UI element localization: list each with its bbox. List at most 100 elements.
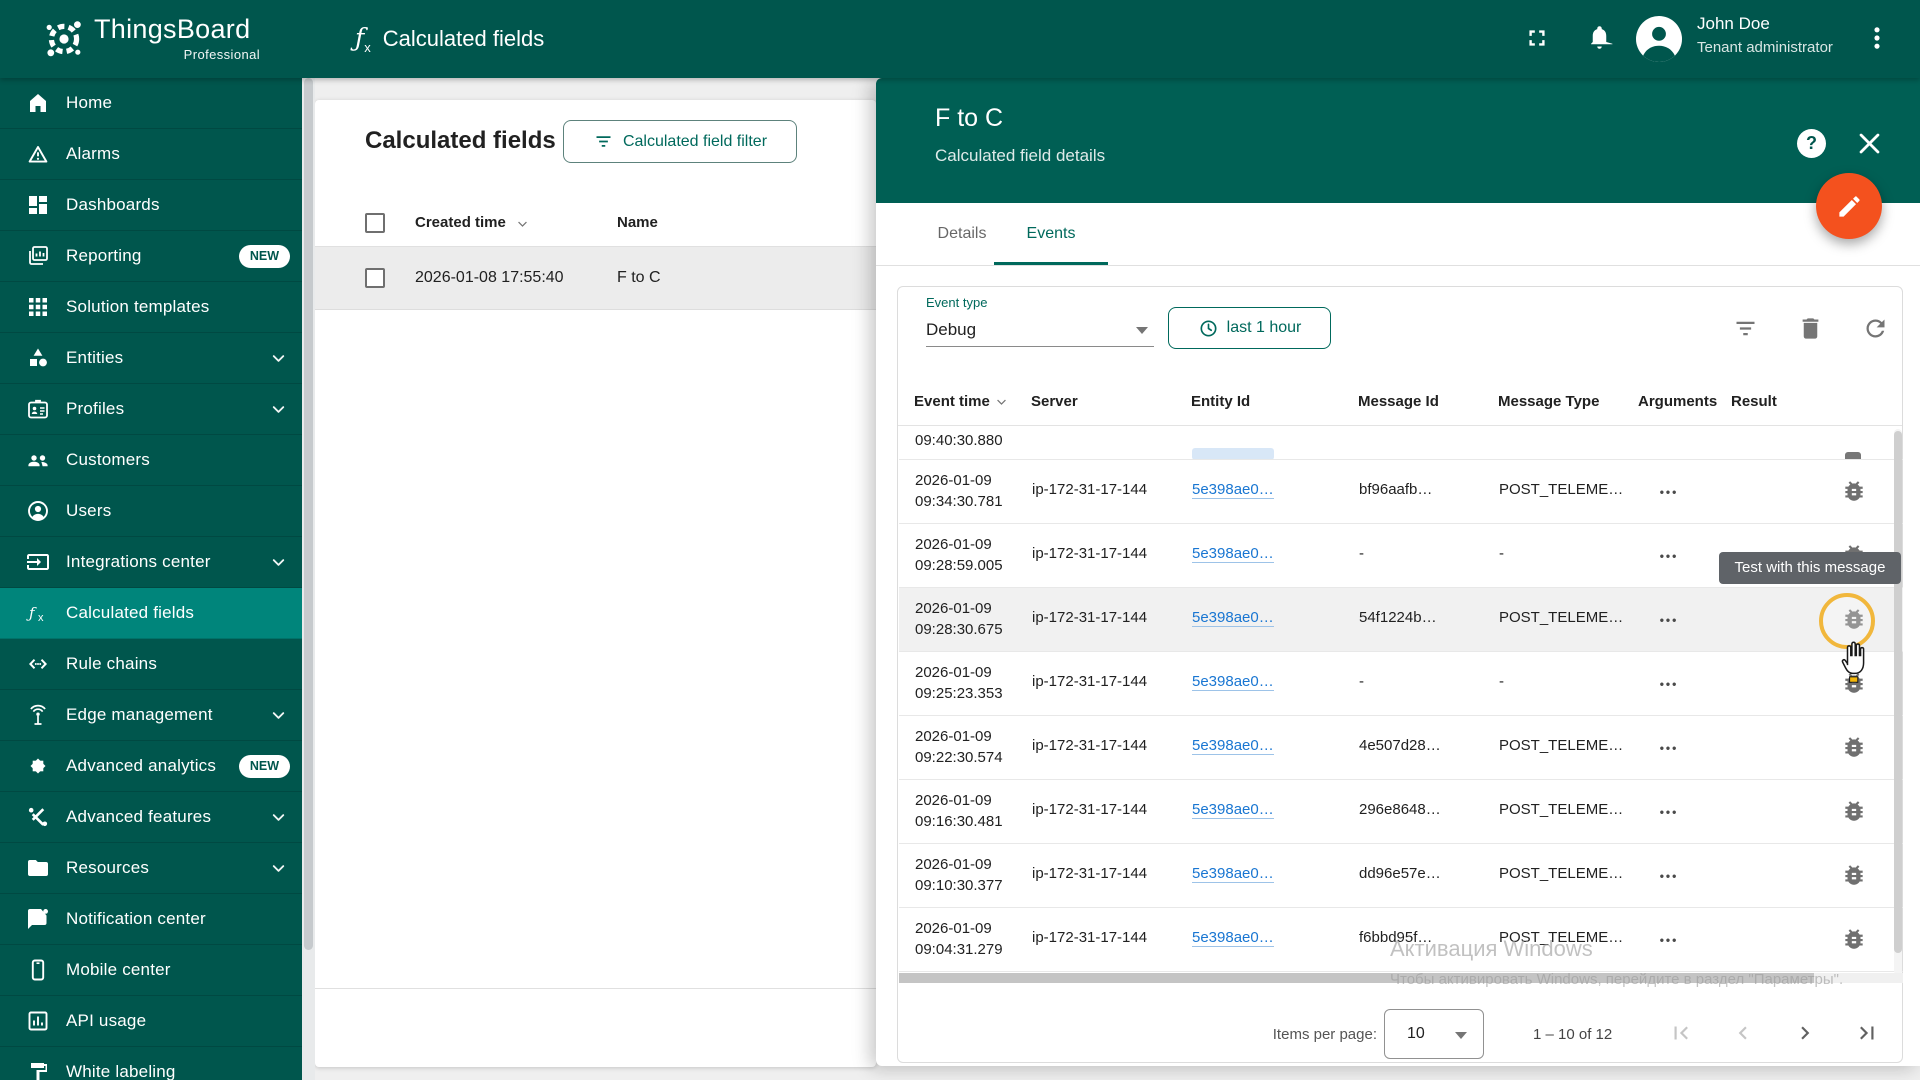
message-type-cell: POST_TELEME… bbox=[1499, 609, 1624, 626]
arguments-more-button[interactable]: ••• bbox=[1641, 861, 1697, 891]
event-row: 2026-01-09 09:22:30.574 ip-172-31-17-144 5e… bbox=[899, 716, 1903, 780]
test-with-message-button[interactable] bbox=[1824, 600, 1884, 640]
arguments-more-button[interactable]: ••• bbox=[1641, 605, 1697, 635]
event-time-cell: 2026-01-09 09:28:59.005 bbox=[915, 536, 1003, 574]
sidebar-item-rule-chains[interactable]: Rule chains bbox=[0, 639, 302, 690]
test-with-message-button[interactable] bbox=[1824, 792, 1884, 832]
row-checkbox[interactable] bbox=[365, 268, 385, 288]
name-header[interactable]: Name bbox=[617, 214, 658, 231]
sidebar-item-home[interactable]: Home bbox=[0, 78, 302, 129]
sidebar-item-white-labeling[interactable]: White labeling bbox=[0, 1047, 302, 1080]
arguments-more-button[interactable]: ••• bbox=[1641, 541, 1697, 571]
sidebar-item-profiles[interactable]: Profiles bbox=[0, 384, 302, 435]
sidebar-item-solution-templates[interactable]: Solution templates bbox=[0, 282, 302, 333]
events-column-event-time[interactable]: Event time bbox=[914, 393, 1009, 410]
white-labeling-icon bbox=[26, 1060, 50, 1080]
sidebar-item-entities[interactable]: Entities bbox=[0, 333, 302, 384]
sidebar-item-api-usage[interactable]: API usage bbox=[0, 996, 302, 1047]
server-cell: ip-172-31-17-144 bbox=[1032, 545, 1148, 562]
alarms-icon bbox=[26, 142, 50, 166]
event-row: 2026-01-09 09:28:30.675 ip-172-31-17-144 5e… bbox=[899, 588, 1903, 652]
arguments-more-button[interactable]: ••• bbox=[1641, 925, 1697, 955]
entity-id-link[interactable]: 5e398ae0… bbox=[1192, 673, 1274, 691]
sidebar-item-advanced-features[interactable]: Advanced features bbox=[0, 792, 302, 843]
time-range-button[interactable]: last 1 hour bbox=[1168, 307, 1331, 349]
test-with-message-button[interactable] bbox=[1824, 472, 1884, 512]
sort-down-icon bbox=[518, 217, 527, 227]
sidebar-item-mobile-center[interactable]: Mobile center bbox=[0, 945, 302, 996]
entity-id-link[interactable]: 5e398ae0… bbox=[1192, 737, 1274, 755]
tab-events[interactable]: Events bbox=[994, 203, 1108, 265]
select-all-checkbox[interactable] bbox=[365, 213, 385, 233]
sidebar-item-customers[interactable]: Customers bbox=[0, 435, 302, 486]
entity-id-link[interactable]: 5e398ae0… bbox=[1192, 865, 1274, 883]
created-time-header[interactable]: Created time bbox=[415, 214, 530, 231]
filter-events-icon[interactable] bbox=[1731, 315, 1759, 343]
sidebar-item-label: White labeling bbox=[66, 1062, 176, 1080]
sidebar-item-integrations-center[interactable]: Integrations center bbox=[0, 537, 302, 588]
previous-page-icon[interactable] bbox=[1723, 1014, 1763, 1054]
delete-events-icon[interactable] bbox=[1796, 315, 1824, 343]
test-with-message-button[interactable] bbox=[1824, 664, 1884, 704]
event-time-cell: 2026-01-09 09:25:23.353 bbox=[915, 664, 1003, 702]
sidebar-item-advanced-analytics[interactable]: Advanced analytics NEW bbox=[0, 741, 302, 792]
tab-details[interactable]: Details bbox=[910, 203, 1014, 265]
bug-icon bbox=[1845, 864, 1863, 885]
calculated-field-row[interactable]: 2026-01-08 17:55:40 F to C bbox=[315, 247, 876, 310]
sidebar-item-alarms[interactable]: Alarms bbox=[0, 129, 302, 180]
sidebar-scrollbar[interactable] bbox=[302, 78, 315, 1080]
sidebar-item-reporting[interactable]: Reporting NEW bbox=[0, 231, 302, 282]
sidebar-item-label: Home bbox=[66, 93, 113, 112]
test-with-message-button[interactable] bbox=[1824, 856, 1884, 896]
fullscreen-icon[interactable] bbox=[1522, 24, 1552, 54]
sidebar-item-resources[interactable]: Resources bbox=[0, 843, 302, 894]
svg-text:ƒ: ƒ bbox=[26, 604, 37, 622]
sidebar-item-edge-management[interactable]: Edge management bbox=[0, 690, 302, 741]
bug-icon bbox=[1845, 736, 1863, 757]
refresh-events-icon[interactable] bbox=[1861, 315, 1889, 343]
next-page-icon[interactable] bbox=[1785, 1014, 1825, 1054]
sidebar-item-label: Calculated fields bbox=[66, 603, 195, 622]
last-page-icon[interactable] bbox=[1847, 1014, 1887, 1054]
sidebar-item-label: Edge management bbox=[66, 705, 213, 724]
sidebar-item-dashboards[interactable]: Dashboards bbox=[0, 180, 302, 231]
edge-management-icon bbox=[26, 703, 50, 727]
calculated-field-filter-button[interactable]: Calculated field filter bbox=[563, 120, 797, 163]
page-title: Calculated fields bbox=[382, 26, 545, 51]
arguments-more-button[interactable]: ••• bbox=[1641, 733, 1697, 763]
items-per-page-select[interactable]: 10 bbox=[1384, 1009, 1484, 1059]
notifications-bell-icon[interactable] bbox=[1584, 24, 1614, 54]
test-with-message-button[interactable] bbox=[1824, 728, 1884, 768]
pencil-icon bbox=[1838, 195, 1860, 217]
help-icon[interactable]: ? bbox=[1797, 129, 1826, 158]
sidebar-item-calculated-fields[interactable]: ƒ x Calculated fields bbox=[0, 588, 302, 639]
clock-icon bbox=[1200, 319, 1217, 337]
event-type-select[interactable]: Debug bbox=[926, 313, 1154, 347]
sidebar-item-users[interactable]: Users bbox=[0, 486, 302, 537]
kebab-menu-icon[interactable] bbox=[1862, 24, 1892, 54]
message-type-cell: - bbox=[1499, 545, 1504, 562]
edit-fab-button[interactable] bbox=[1816, 173, 1882, 239]
arguments-more-button[interactable]: ••• bbox=[1641, 797, 1697, 827]
entity-id-link[interactable]: 5e398ae0… bbox=[1192, 801, 1274, 819]
message-type-cell: POST_TELEME… bbox=[1499, 801, 1624, 818]
test-with-message-button[interactable] bbox=[1824, 920, 1884, 960]
user-avatar[interactable] bbox=[1636, 16, 1682, 62]
first-page-icon[interactable] bbox=[1661, 1014, 1701, 1054]
sidebar-item-label: Integrations center bbox=[66, 552, 211, 571]
advanced-features-icon bbox=[26, 805, 50, 829]
arguments-more-button[interactable]: ••• bbox=[1641, 669, 1697, 699]
users-icon bbox=[26, 499, 50, 523]
panel-subtitle: Calculated field details bbox=[935, 146, 1106, 165]
close-icon[interactable] bbox=[1855, 129, 1884, 158]
events-horizontal-scrollbar[interactable] bbox=[899, 973, 1903, 983]
event-time-cell: 2026-01-09 09:28:30.675 bbox=[915, 600, 1003, 638]
entity-id-link[interactable]: 5e398ae0… bbox=[1192, 481, 1274, 499]
entity-id-link[interactable]: 5e398ae0… bbox=[1192, 929, 1274, 947]
entity-id-link[interactable]: 5e398ae0… bbox=[1192, 545, 1274, 563]
advanced-analytics-icon bbox=[26, 754, 50, 778]
entity-id-link[interactable]: 5e398ae0… bbox=[1192, 609, 1274, 627]
sidebar-item-notification-center[interactable]: Notification center bbox=[0, 894, 302, 945]
events-vertical-scrollbar[interactable] bbox=[1894, 429, 1902, 975]
arguments-more-button[interactable]: ••• bbox=[1641, 477, 1697, 507]
